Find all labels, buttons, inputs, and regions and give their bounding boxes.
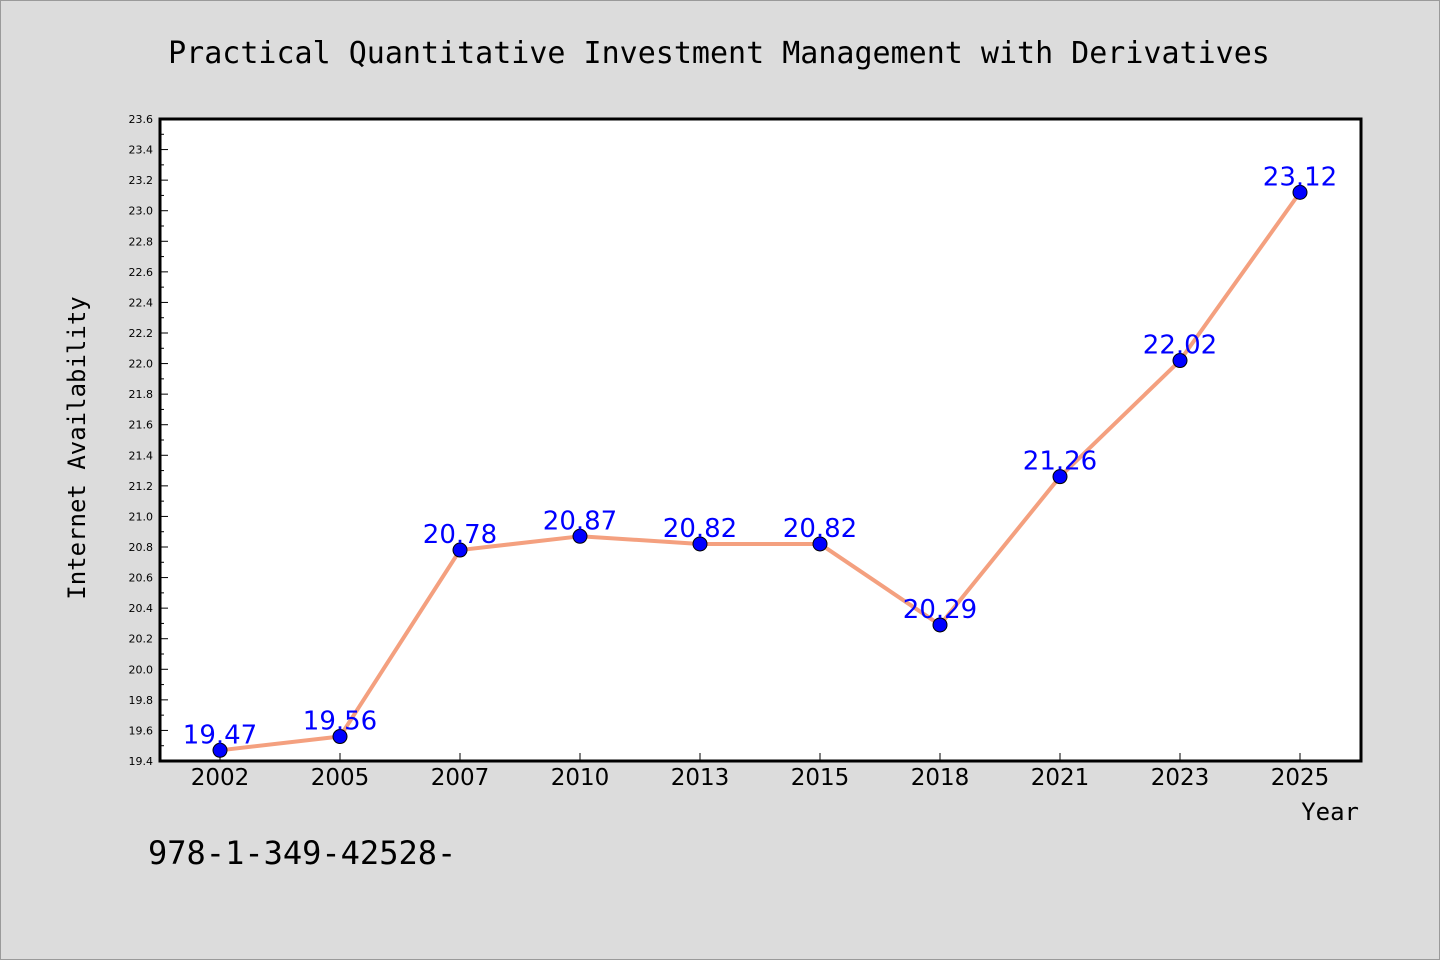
y-axis: 19.4 19.6 19.8 20.0 20.2 20.4 20.6 20.8 21.0 21.2… [129,113,168,768]
isbn-text: 978-1-349-42528- [148,834,456,872]
y-tick-label: 23.0 [129,205,154,218]
data-label: 20.87 [543,506,617,536]
x-tick-label: 2002 [191,765,250,791]
y-tick-label: 22.2 [129,327,154,340]
series-line [218,190,1302,753]
x-tick-label: 2018 [911,765,970,791]
y-tick-label: 21.2 [129,480,154,493]
y-tick-label: 20.4 [129,602,154,615]
x-axis: 2002 2005 2007 2010 2013 2015 2018 2021 2023 2025 [191,753,1330,791]
data-point [1172,353,1188,369]
data-label: 22.02 [1143,331,1217,361]
data-point [332,729,348,745]
data-label: 21.26 [1023,447,1097,477]
y-tick-label: 21.6 [129,419,154,432]
data-label: 20.78 [423,520,497,550]
x-tick-label: 2013 [671,765,730,791]
y-tick-label: 23.4 [129,144,154,157]
x-tick-label: 2015 [791,765,850,791]
y-tick-label: 22.6 [129,266,154,279]
data-label: 20.82 [783,514,857,544]
y-tick-label: 20.0 [129,663,154,676]
y-tick-label: 20.6 [129,572,154,585]
y-tick-label: 22.8 [129,235,154,248]
data-point [572,528,588,544]
data-point [212,742,228,758]
data-point [452,542,468,558]
data-point [932,617,948,633]
x-axis-label: Year [1301,798,1359,826]
y-tick-label: 22.0 [129,358,154,371]
y-tick-label: 23.2 [129,174,154,187]
chart-title: Practical Quantitative Investment Manage… [168,36,1270,71]
data-label: 19.56 [303,707,377,737]
data-point [1292,184,1308,200]
x-tick-label: 2010 [551,765,610,791]
y-tick-label: 21.4 [129,449,154,462]
y-tick-label: 19.4 [129,755,154,768]
y-tick-label: 19.6 [129,724,154,737]
x-tick-label: 2007 [431,765,490,791]
series-layer: 19.47 19.56 20.78 20.87 20.82 20.82 20.29 21.26… [183,162,1337,758]
data-label: 23.12 [1263,162,1337,192]
x-tick-label: 2023 [1151,765,1210,791]
data-point [812,536,828,552]
data-label: 20.82 [663,514,737,544]
y-tick-label: 21.8 [129,388,154,401]
data-label: 20.29 [903,595,977,625]
data-point [692,536,708,552]
y-tick-label: 23.6 [129,113,154,126]
y-tick-label: 22.4 [129,296,154,309]
x-tick-label: 2021 [1031,765,1090,791]
x-tick-label: 2005 [311,765,370,791]
plot-area [158,117,1363,763]
y-axis-label: Internet Availability [63,296,91,599]
y-tick-label: 19.8 [129,694,154,707]
x-tick-label: 2025 [1271,765,1330,791]
y-tick-label: 20.8 [129,541,154,554]
y-tick-label: 20.2 [129,633,154,646]
y-tick-label: 21.0 [129,510,154,523]
data-label: 19.47 [183,720,257,750]
data-point [1052,469,1068,485]
